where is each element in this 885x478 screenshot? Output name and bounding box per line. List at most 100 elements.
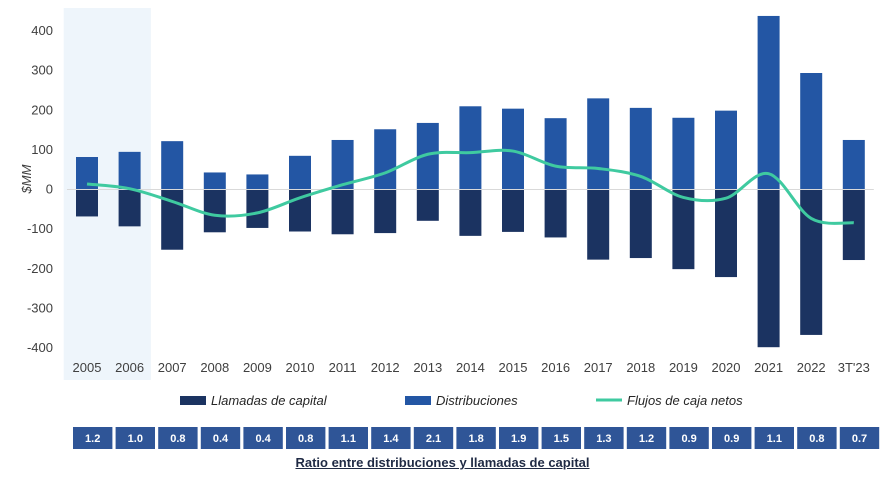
y-tick-label: 400 xyxy=(31,23,53,38)
bar-llamadas xyxy=(459,189,482,236)
x-tick-label: 2008 xyxy=(200,360,229,375)
ratio-value: 1.5 xyxy=(554,433,569,445)
ratio-table-title: Ratio entre distribuciones y llamadas de… xyxy=(295,455,590,470)
y-tick-label: 200 xyxy=(31,102,53,117)
ratio-value: 1.0 xyxy=(128,433,143,445)
ratio-cell xyxy=(712,427,752,449)
ratio-value: 0.7 xyxy=(852,433,867,445)
ratio-cell xyxy=(839,427,880,449)
bar-llamadas xyxy=(502,189,524,232)
bar-llamadas xyxy=(672,189,695,270)
bar-llamadas xyxy=(76,189,98,217)
ratio-cell xyxy=(584,427,624,449)
ratio-value: 1.2 xyxy=(639,433,654,445)
bar-distribuciones xyxy=(459,106,482,190)
ratio-cell xyxy=(669,427,709,449)
ratio-value: 0.8 xyxy=(170,433,185,445)
bar-llamadas xyxy=(416,189,439,221)
y-tick-label: 100 xyxy=(31,142,53,157)
y-tick-label: -200 xyxy=(27,261,53,276)
bar-distribuciones xyxy=(331,139,354,190)
bar-distribuciones xyxy=(76,157,98,190)
bar-distribuciones xyxy=(544,118,567,190)
bar-distribuciones xyxy=(715,110,737,190)
bar-distribuciones xyxy=(161,141,184,190)
net-flow-line-layer xyxy=(86,148,854,225)
y-axis-label: $MM xyxy=(19,164,34,194)
ratio-value: 1.2 xyxy=(85,433,100,445)
x-tick-label: 2012 xyxy=(371,360,400,375)
x-tick-label: 2017 xyxy=(584,360,613,375)
ratio-value: 1.9 xyxy=(511,433,526,445)
bars-layer xyxy=(76,15,865,348)
ratio-value: 1.1 xyxy=(767,433,782,445)
bar-distribuciones xyxy=(800,73,823,190)
bar-distribuciones xyxy=(672,117,695,190)
x-tick-label: 2010 xyxy=(286,360,315,375)
x-tick-label: 2019 xyxy=(669,360,698,375)
x-tick-label: 2006 xyxy=(115,360,144,375)
bar-llamadas xyxy=(203,189,226,233)
ratio-cell xyxy=(626,427,667,449)
bar-distribuciones xyxy=(416,122,439,190)
ratio-value: 0.9 xyxy=(681,433,696,445)
ratio-value: 1.4 xyxy=(383,433,399,445)
x-tick-label: 2020 xyxy=(712,360,741,375)
bar-llamadas xyxy=(374,189,397,234)
legend-label-llamadas: Llamadas de capital xyxy=(211,393,328,408)
bar-llamadas xyxy=(757,189,780,348)
ratio-cell xyxy=(754,427,794,449)
bar-distribuciones xyxy=(246,174,269,190)
y-tick-label: 0 xyxy=(46,182,53,197)
bar-llamadas xyxy=(118,189,141,227)
bar-llamadas xyxy=(715,189,737,278)
ratio-cell xyxy=(286,427,326,449)
ratio-table: 1.2 1.0 0.8 0.4 0.4 0.8 1.1 1.4 2.1 1.8 1.9 1.5 1.3 1… xyxy=(73,427,880,449)
bar-llamadas xyxy=(587,189,610,260)
legend-swatch-distribuciones xyxy=(405,396,431,405)
x-tick-label: 3T'23 xyxy=(838,360,870,375)
bar-distribuciones xyxy=(118,151,141,190)
bar-distribuciones xyxy=(629,107,652,190)
bar-llamadas xyxy=(246,189,269,228)
ratio-cell xyxy=(243,427,283,449)
x-tick-label: 2014 xyxy=(456,360,485,375)
ratio-value: 1.3 xyxy=(596,433,611,445)
bar-llamadas xyxy=(629,189,652,259)
x-tick-label: 2018 xyxy=(626,360,655,375)
ratio-cell xyxy=(158,427,198,449)
x-tick-label: 2009 xyxy=(243,360,272,375)
ratio-cell xyxy=(413,427,454,449)
ratio-value: 1.8 xyxy=(468,433,483,445)
bar-distribuciones xyxy=(203,172,226,190)
ratio-cell xyxy=(371,427,411,449)
legend-label-flujos: Flujos de caja netos xyxy=(627,393,743,408)
bar-llamadas xyxy=(800,189,823,335)
bar-distribuciones xyxy=(757,15,780,190)
legend-label-distribuciones: Distribuciones xyxy=(436,393,518,408)
bar-distribuciones xyxy=(374,129,397,190)
y-axis: 400 300 200 100 0 -100 -200 -300 -400 xyxy=(27,23,53,355)
ratio-value: 1.1 xyxy=(341,433,356,445)
ratio-cell xyxy=(115,427,155,449)
x-tick-label: 2016 xyxy=(541,360,570,375)
x-tick-label: 2021 xyxy=(754,360,783,375)
bar-llamadas xyxy=(842,189,865,261)
x-tick-label: 2015 xyxy=(499,360,528,375)
x-tick-label: 2011 xyxy=(329,360,357,375)
x-tick-label: 2005 xyxy=(73,360,102,375)
ratio-value: 0.4 xyxy=(255,433,271,445)
ratio-value: 2.1 xyxy=(426,433,441,445)
x-axis: 2005 2006 2007 2008 2009 2010 2011 2012 2013 2014… xyxy=(73,360,870,375)
ratio-cell xyxy=(499,427,539,449)
bar-distribuciones xyxy=(289,155,311,190)
bar-distribuciones xyxy=(502,108,524,190)
bar-llamadas xyxy=(544,189,567,238)
legend: Llamadas de capital Distribuciones Flujo… xyxy=(180,393,743,408)
bar-distribuciones xyxy=(587,98,610,190)
ratio-cell xyxy=(797,427,837,449)
ratio-value: 0.9 xyxy=(724,433,739,445)
ratio-value: 0.4 xyxy=(213,433,229,445)
y-tick-label: -100 xyxy=(27,221,53,236)
